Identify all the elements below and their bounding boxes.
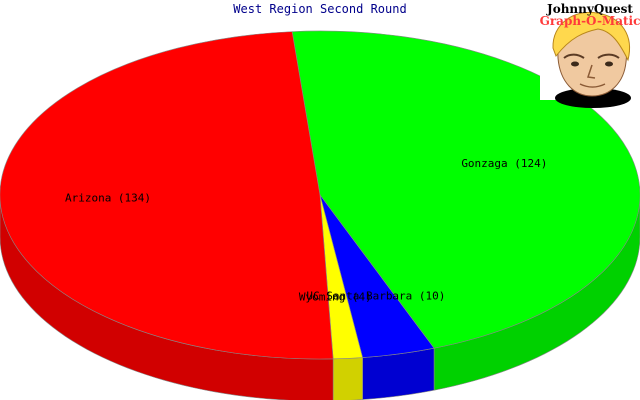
chart-title: West Region Second Round	[233, 2, 406, 16]
logo-text-top: JohnnyQuest	[546, 2, 633, 16]
pie-top-layer	[0, 30, 640, 360]
slice-label-1: Gonzaga (124)	[461, 157, 547, 170]
graph-o-matic-logo: JohnnyQuest Graph-O-Matic	[540, 0, 640, 108]
logo-text-bottom: Graph-O-Matic	[540, 14, 640, 28]
pie-slice-4	[0, 31, 334, 360]
pie-labels-layer: Gonzaga (124) UC Santa Barbara (10)Wyomin…	[65, 157, 547, 303]
slice-label-3: Wyoming (4)	[299, 290, 372, 303]
pie-slice-1	[291, 30, 640, 349]
pie-side-3	[332, 357, 363, 400]
johnny-quest-portrait-icon	[552, 11, 631, 108]
slice-label-2: UC Santa Barbara (10)	[306, 290, 445, 303]
pie-side-layer	[0, 194, 640, 400]
slice-label-4: Arizona (134)	[65, 192, 151, 205]
